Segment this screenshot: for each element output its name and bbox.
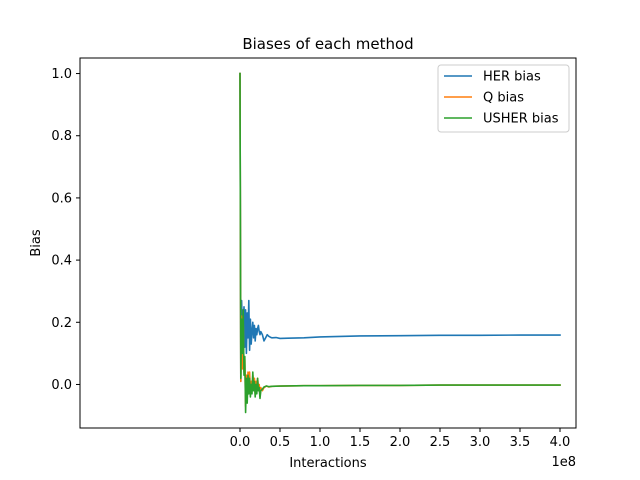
series-line-her-bias <box>239 72 561 383</box>
y-tick-label: 1.0 <box>51 67 72 82</box>
y-tick-label: 0.8 <box>51 129 72 144</box>
x-tick-label: 3.5 <box>510 435 531 450</box>
y-axis-title: Bias <box>29 229 44 256</box>
x-tick-label: 2.0 <box>390 435 411 450</box>
chart-title: Biases of each method <box>242 35 413 53</box>
x-axis-title: Interactions <box>289 456 367 471</box>
x-tick-label: 3.0 <box>470 435 491 450</box>
x-tick-label: 0.5 <box>270 435 291 450</box>
x-axis-offset-label: 1e8 <box>551 455 576 470</box>
legend-label: HER bias <box>483 70 541 85</box>
legend-label: USHER bias <box>483 112 559 127</box>
legend: HER bias Q bias USHER bias <box>437 64 570 133</box>
y-tick-label: 0.2 <box>51 316 72 331</box>
series-layer <box>239 72 561 414</box>
series-line-usher-bias <box>239 72 561 414</box>
legend-label: Q bias <box>483 91 524 106</box>
y-tick-label: 0.0 <box>51 378 72 393</box>
x-tick-label: 2.5 <box>430 435 451 450</box>
x-tick-label: 1.0 <box>310 435 331 450</box>
x-axis: 0.0 0.5 1.0 1.5 2.0 2.5 3.0 3.5 4.0 <box>230 428 571 450</box>
y-tick-label: 0.4 <box>51 254 72 269</box>
y-axis: 0.0 0.2 0.4 0.6 0.8 1.0 <box>51 67 80 393</box>
legend-box <box>437 64 570 133</box>
y-tick-label: 0.6 <box>51 191 72 206</box>
x-tick-label: 4.0 <box>550 435 571 450</box>
x-tick-label: 1.5 <box>350 435 371 450</box>
plot-frame <box>79 57 577 429</box>
x-tick-label: 0.0 <box>230 435 251 450</box>
